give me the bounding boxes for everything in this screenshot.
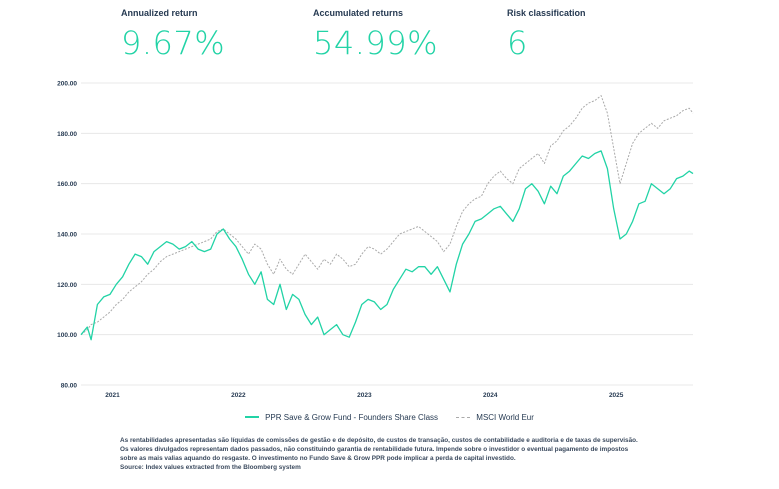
legend-item-fund: PPR Save & Grow Fund - Founders Share Cl… — [245, 413, 438, 422]
y-tick-label: 200.00 — [57, 81, 77, 88]
disclaimer-line: As rentabilidades apresentadas são líqui… — [120, 437, 638, 444]
x-tick-label: 2025 — [609, 392, 624, 399]
y-tick-label: 180.00 — [57, 131, 77, 138]
series-line-ppr-fund — [80, 150, 694, 341]
x-tick-label: 2021 — [105, 392, 120, 399]
x-tick-label: 2024 — [483, 392, 498, 399]
kpi-accumulated-value: 54.99% — [313, 24, 439, 62]
x-tick-label: 2022 — [231, 392, 246, 399]
performance-line-chart: 80.00 100.00 120.00 140.00 160.00 180.00 200.0… — [57, 81, 694, 399]
legend-item-index: MSCI World Eur — [456, 413, 534, 422]
kpi-risk-classification: Risk classification 6 — [507, 8, 586, 62]
kpi-annualized-label: Annualized return — [121, 8, 198, 18]
series-line-msci-world-eur — [80, 95, 694, 336]
kpi-risk-value: 6 — [507, 24, 528, 62]
kpi-annualized-value: 9.67% — [121, 24, 226, 62]
disclaimer-text: As rentabilidades apresentadas são líqui… — [120, 436, 680, 472]
y-tick-label: 80.00 — [61, 383, 78, 390]
kpi-risk-label: Risk classification — [507, 8, 586, 18]
y-tick-label: 100.00 — [57, 332, 77, 339]
legend-swatch-solid — [245, 416, 260, 418]
legend-swatch-dashed — [456, 417, 471, 418]
y-tick-label: 160.00 — [57, 181, 77, 188]
legend-label-index: MSCI World Eur — [476, 413, 534, 422]
legend-label-fund: PPR Save & Grow Fund - Founders Share Cl… — [265, 412, 439, 422]
y-tick-label: 120.00 — [57, 282, 77, 289]
x-tick-label: 2023 — [357, 392, 372, 399]
y-tick-label: 140.00 — [57, 232, 77, 239]
chart-legend: PPR Save & Grow Fund - Founders Share Cl… — [0, 411, 779, 422]
kpi-accumulated-label: Accumulated returns — [313, 8, 404, 18]
kpi-annualized-return: Annualized return 9.67% — [121, 8, 225, 62]
disclaimer-source: Source: Index values extracted from the … — [120, 464, 301, 471]
disclaimer-line: sobre as mais valias aquando do resgaste… — [120, 455, 516, 462]
kpi-accumulated-returns: Accumulated returns 54.99% — [313, 8, 438, 62]
disclaimer-line: Os valores divulgados representam dados … — [120, 446, 629, 453]
